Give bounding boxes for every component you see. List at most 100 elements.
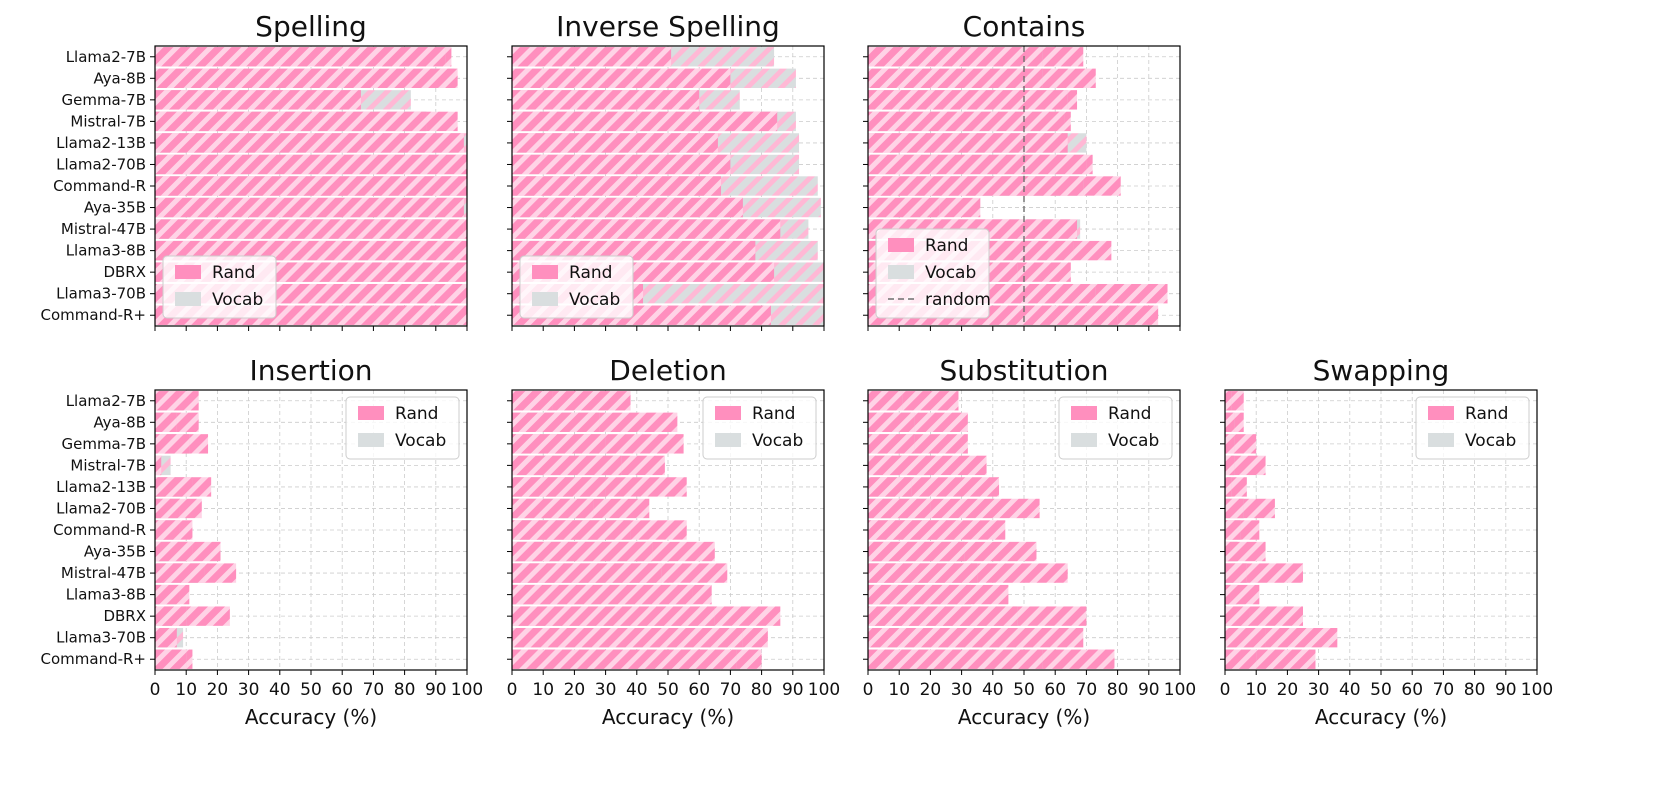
bar-overlap-command-r [868, 176, 1084, 196]
legend: Rand Vocab [162, 255, 277, 319]
legend-label-vocab: Vocab [569, 290, 620, 310]
legend-label-rand: Rand [752, 404, 795, 424]
bar-overlap-gemma-7b [868, 90, 1068, 110]
bar-overlap-aya-35b [155, 197, 464, 218]
bar-overlap-command-r [868, 649, 1043, 669]
bar-overlap-llama3-70b [155, 628, 177, 648]
bar-overlap-gemma-7b [512, 434, 606, 454]
x-tick-label: 90 [782, 680, 804, 700]
bar-overlap-aya-35b [1225, 541, 1238, 562]
legend-swatch-vocab [1071, 433, 1097, 447]
bar-overlap-llama3-70b [868, 628, 1037, 648]
bar-overlap-llama2-13b [1225, 477, 1232, 497]
y-tick-label: DBRX [103, 263, 146, 281]
panel-title: Insertion [250, 354, 373, 387]
bar-overlap-command-r [512, 176, 722, 196]
y-tick-label: Mistral-47B [61, 220, 146, 238]
x-tick-label: 80 [1464, 680, 1486, 700]
panel-title: Spelling [255, 10, 367, 43]
bar-overlap-llama2-13b [868, 133, 1068, 153]
y-tick-label: Mistral-7B [70, 456, 146, 474]
legend-swatch-vocab [715, 433, 741, 447]
y-tick-label: Llama2-7B [66, 48, 146, 66]
x-tick-label: 80 [751, 680, 773, 700]
bar-overlap-aya-35b [512, 197, 743, 218]
panel-title: Inverse Spelling [556, 10, 780, 43]
legend-label-rand: Rand [1108, 404, 1151, 424]
bar-overlap-llama2-7b [512, 391, 553, 411]
legend: Rand Vocab [345, 396, 460, 460]
bar-overlap-command-r [1225, 520, 1241, 540]
bar-overlap-llama2-13b [512, 133, 718, 153]
bar-overlap-aya-8b [512, 412, 600, 432]
bar-overlap-aya-8b [868, 68, 1043, 88]
bar-overlap-mistral-7b [155, 111, 427, 132]
x-tick-label: 30 [595, 680, 617, 700]
x-tick-label: 70 [720, 680, 742, 700]
bar-overlap-aya-35b [512, 541, 653, 562]
x-tick-label: 10 [532, 680, 554, 700]
x-tick-label: 10 [175, 680, 197, 700]
bar-overlap-llama2-7b [1225, 391, 1232, 411]
bar-overlap-aya-35b [868, 197, 940, 218]
panel-insertion: Insertion Llama2-7B Aya-8B Gemma-7B Mistral-… [41, 354, 484, 729]
legend-swatch-rand [1071, 406, 1097, 420]
legend-label-vocab: Vocab [212, 290, 263, 310]
x-tick-label: 40 [626, 680, 648, 700]
x-tick-label: 70 [1076, 680, 1098, 700]
bar-overlap-llama3-70b [512, 628, 743, 648]
y-tick-label: Command-R+ [41, 650, 147, 668]
legend-label-vocab: Vocab [752, 431, 803, 451]
legend-swatch-rand [1428, 406, 1454, 420]
x-tick-label: 50 [300, 680, 322, 700]
legend: Rand Vocab random [875, 228, 991, 319]
bar-overlap-llama3-8b [1225, 584, 1238, 605]
y-tick-label: Mistral-7B [70, 112, 146, 130]
bar-overlap-dbrx [868, 606, 1018, 626]
panel-inverse-spelling: Inverse Spelling Rand Vocab [507, 10, 825, 331]
legend-swatch-rand [532, 265, 558, 279]
legend: Rand Vocab [1058, 396, 1173, 460]
bar-overlap-llama2-7b [868, 47, 1043, 67]
bar-overlap-llama2-70b [512, 154, 731, 175]
bar-overlap-llama2-70b [155, 498, 180, 519]
x-tick-label: 10 [888, 680, 910, 700]
x-tick-label: 0 [863, 680, 874, 700]
y-tick-label: DBRX [103, 607, 146, 625]
y-tick-label: Llama2-13B [56, 478, 146, 496]
bar-overlap-command-r [155, 520, 180, 540]
x-tick-label: 20 [207, 680, 229, 700]
bar-overlap-mistral-7b [155, 455, 162, 476]
x-tick-label: 40 [1339, 680, 1361, 700]
bar-overlap-command-r [155, 176, 467, 196]
bar-overlap-aya-8b [868, 412, 915, 432]
bar-overlap-aya-35b [868, 541, 965, 562]
x-tick-label: 70 [1433, 680, 1455, 700]
x-tick-label: 30 [1308, 680, 1330, 700]
x-tick-label: 10 [1245, 680, 1267, 700]
x-tick-label: 100 [808, 680, 840, 700]
bar-overlap-dbrx [512, 606, 715, 626]
bar-overlap-dbrx [1225, 606, 1250, 626]
legend-swatch-rand [715, 406, 741, 420]
x-tick-label: 20 [920, 680, 942, 700]
panel-title: Substitution [940, 354, 1109, 387]
bar-overlap-command-r [868, 520, 959, 540]
bar-overlap-command-r [155, 649, 187, 669]
y-tick-label: Llama3-8B [66, 586, 146, 604]
legend-label-rand: Rand [1465, 404, 1508, 424]
x-tick-label: 80 [1107, 680, 1129, 700]
bar-overlap-llama3-8b [155, 240, 467, 261]
x-tick-label: 0 [507, 680, 518, 700]
y-tick-label: Llama2-13B [56, 134, 146, 152]
y-tick-label: Gemma-7B [61, 435, 146, 453]
x-tick-label: 30 [238, 680, 260, 700]
x-tick-label: 0 [1220, 680, 1231, 700]
legend-label-vocab: Vocab [395, 431, 446, 451]
bar-overlap-llama2-13b [155, 133, 464, 153]
bar-overlap-mistral-47b [868, 563, 978, 583]
bar-overlap-llama2-7b [512, 47, 672, 67]
bar-overlap-aya-8b [155, 68, 455, 88]
bar-overlap-llama2-7b [868, 391, 903, 411]
bars [868, 391, 1115, 669]
